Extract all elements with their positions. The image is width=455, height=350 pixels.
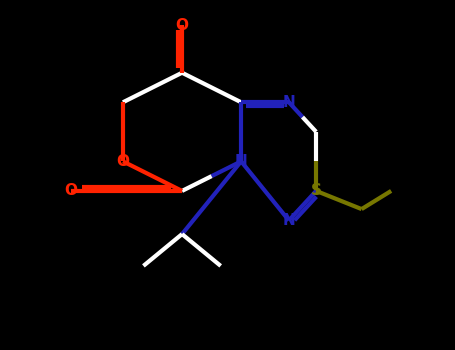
Text: O: O	[176, 18, 188, 33]
Text: O: O	[116, 154, 130, 169]
Text: N: N	[283, 95, 295, 110]
Text: N: N	[283, 213, 295, 228]
Text: O: O	[64, 183, 77, 198]
Text: N: N	[235, 154, 248, 169]
Text: S: S	[311, 183, 322, 198]
